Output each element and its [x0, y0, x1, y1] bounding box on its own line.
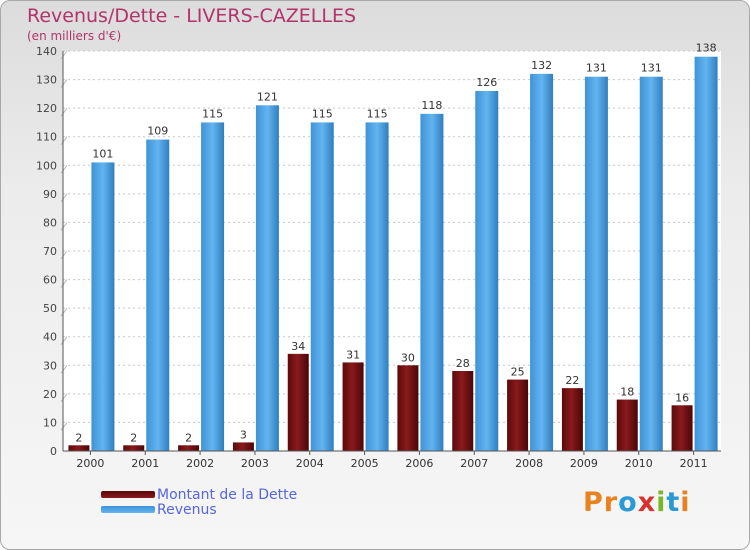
- data-label-dette-2005: 31: [346, 348, 360, 361]
- bar-dette-2006: [397, 365, 419, 451]
- bar-revenus-2004: [310, 122, 334, 451]
- data-label-revenus-2001: 109: [147, 125, 168, 138]
- axis-hatch: [60, 136, 68, 146]
- y-tick-label: 90: [43, 188, 57, 201]
- y-tick-label: 10: [43, 416, 57, 429]
- data-label-revenus-2008: 132: [531, 59, 552, 72]
- data-label-revenus-2003: 121: [257, 90, 278, 103]
- x-tick-label: 2005: [351, 457, 379, 470]
- data-label-revenus-2011: 138: [696, 42, 717, 55]
- x-tick-label: 2010: [625, 457, 653, 470]
- y-tick-label: 100: [36, 159, 57, 172]
- data-label-dette-2008: 25: [511, 366, 525, 379]
- data-label-dette-2003: 3: [240, 428, 247, 441]
- y-tick-label: 140: [36, 45, 57, 58]
- data-label-dette-2011: 16: [675, 391, 689, 404]
- data-label-revenus-2007: 126: [476, 76, 497, 89]
- data-label-dette-2007: 28: [456, 357, 470, 370]
- x-tick-label: 2001: [131, 457, 159, 470]
- axis-hatch: [60, 422, 68, 431]
- data-label-revenus-2002: 115: [202, 107, 223, 120]
- data-label-revenus-2004: 115: [312, 107, 333, 120]
- bar-revenus-2003: [255, 105, 279, 452]
- bar-dette-2005: [342, 362, 364, 451]
- plot-area: [63, 51, 721, 451]
- data-label-dette-2001: 2: [130, 431, 137, 444]
- y-tick-label: 20: [43, 388, 57, 401]
- x-tick-label: 2000: [76, 457, 104, 470]
- axis-hatch: [60, 50, 68, 60]
- data-label-dette-2009: 22: [565, 374, 579, 387]
- bar-revenus-2000: [91, 162, 115, 451]
- axis-hatch: [60, 193, 68, 203]
- axis-hatch: [60, 307, 68, 317]
- y-tick-label: 30: [43, 359, 57, 372]
- x-tick-label: 2002: [186, 457, 214, 470]
- legend-label-debt: Montant de la Dette: [157, 487, 298, 503]
- y-tick-label: 60: [43, 274, 57, 287]
- y-tick-label: 40: [43, 331, 57, 344]
- axis-hatch: [60, 393, 68, 403]
- y-tick-label: 120: [36, 102, 57, 115]
- data-label-revenus-2010: 131: [641, 62, 662, 75]
- y-tick-label: 70: [43, 245, 57, 258]
- axis-hatch: [60, 164, 68, 174]
- x-tick-label: 2004: [296, 457, 324, 470]
- bar-revenus-2007: [475, 91, 499, 451]
- legend-swatch-debt: [101, 491, 155, 498]
- x-tick-label: 2009: [570, 457, 598, 470]
- bar-dette-2001: [123, 445, 145, 451]
- bar-dette-2002: [178, 445, 200, 451]
- data-label-revenus-2005: 115: [367, 107, 388, 120]
- chart-title: Revenus/Dette - LIVERS-CAZELLES: [27, 5, 357, 27]
- bar-revenus-2005: [365, 122, 389, 451]
- y-tick-label: 50: [43, 302, 57, 315]
- bar-revenus-2006: [420, 113, 444, 451]
- bar-dette-2000: [68, 445, 90, 451]
- axis-hatch: [60, 107, 68, 117]
- bar-dette-2004: [287, 353, 309, 451]
- y-tick-label: 0: [50, 445, 57, 458]
- bar-dette-2003: [232, 442, 254, 451]
- bar-dette-2008: [507, 379, 529, 451]
- proxiti-logo: Proxiti: [583, 487, 691, 518]
- bar-revenus-2002: [201, 122, 225, 451]
- data-label-dette-2006: 30: [401, 351, 415, 364]
- x-tick-label: 2003: [241, 457, 269, 470]
- data-label-revenus-2006: 118: [421, 99, 442, 112]
- data-label-revenus-2000: 101: [92, 147, 113, 160]
- data-label-dette-2002: 2: [185, 431, 192, 444]
- y-tick-label: 130: [36, 74, 57, 87]
- x-tick-label: 2011: [680, 457, 708, 470]
- y-tick-label: 110: [36, 131, 57, 144]
- axis-hatch: [60, 364, 68, 374]
- legend-label-revenus: Revenus: [157, 502, 217, 518]
- x-tick-label: 2008: [515, 457, 543, 470]
- bar-dette-2011: [671, 405, 693, 451]
- bar-dette-2007: [452, 371, 474, 451]
- bar-revenus-2008: [530, 73, 554, 451]
- bar-revenus-2009: [584, 76, 608, 451]
- x-tick-label: 2006: [405, 457, 433, 470]
- data-label-dette-2010: 18: [620, 386, 634, 399]
- x-tick-label: 2007: [460, 457, 488, 470]
- bar-dette-2010: [616, 399, 638, 451]
- bar-revenus-2010: [639, 76, 663, 451]
- data-label-dette-2000: 2: [75, 431, 82, 444]
- chart-subtitle: (en milliers d'€): [27, 29, 122, 43]
- y-tick-label: 80: [43, 216, 57, 229]
- axis-hatch: [60, 250, 68, 260]
- data-label-dette-2004: 34: [291, 340, 305, 353]
- bar-revenus-2011: [694, 56, 718, 451]
- axis-hatch: [60, 336, 68, 346]
- data-label-revenus-2009: 131: [586, 62, 607, 75]
- axis-hatch: [60, 279, 68, 288]
- legend-swatch-revenus: [101, 506, 155, 513]
- axis-hatch: [60, 222, 68, 231]
- bar-revenus-2001: [146, 139, 170, 452]
- axis-hatch: [60, 79, 68, 88]
- bar-dette-2009: [561, 388, 583, 451]
